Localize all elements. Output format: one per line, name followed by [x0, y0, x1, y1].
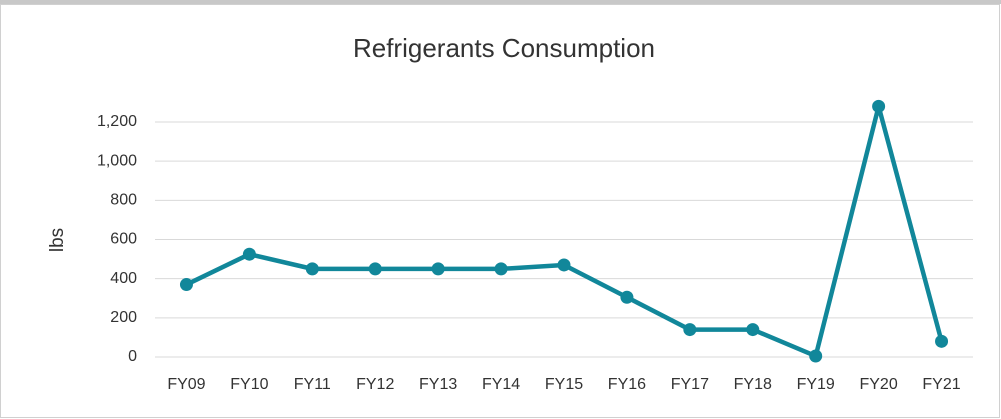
y-tick-label: 800	[110, 192, 137, 209]
point	[620, 290, 634, 304]
chart-title: Refrigerants Consumption	[353, 33, 655, 63]
point	[872, 99, 886, 113]
y-tick-label: 600	[110, 231, 137, 248]
point	[557, 258, 571, 272]
y-tick-label: 200	[110, 309, 137, 326]
point	[494, 262, 508, 276]
point	[683, 323, 697, 337]
chart-border	[0, 4, 1000, 418]
point	[179, 278, 193, 292]
point	[431, 262, 445, 276]
y-tick-label: 1,000	[97, 152, 137, 169]
x-tick-label: FY19	[797, 376, 835, 393]
x-tick-label: FY15	[545, 376, 583, 393]
x-tick-label: FY18	[734, 376, 772, 393]
point	[305, 262, 319, 276]
point	[242, 247, 256, 261]
y-axis-label: lbs	[47, 228, 68, 252]
x-tick-label: FY16	[608, 376, 646, 393]
point	[935, 334, 949, 348]
x-tick-label: FY11	[294, 376, 331, 393]
point	[746, 323, 760, 337]
x-tick-label: FY12	[356, 376, 394, 393]
x-tick-label: FY17	[671, 376, 709, 393]
top-strip	[0, 0, 1001, 4]
x-tick-label: FY09	[167, 376, 205, 393]
y-tick-label: 0	[128, 348, 137, 365]
y-tick-label: 400	[110, 270, 137, 287]
x-tick-label: FY20	[859, 376, 897, 393]
x-tick-label: FY13	[419, 376, 457, 393]
x-tick-label: FY10	[230, 376, 268, 393]
y-tick-label: 1,200	[97, 113, 137, 130]
x-tick-label: FY14	[482, 376, 520, 393]
x-tick-label: FY21	[922, 376, 960, 393]
point	[368, 262, 382, 276]
point	[809, 349, 823, 363]
